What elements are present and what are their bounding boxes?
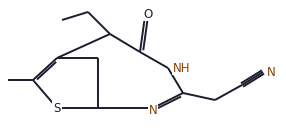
Text: NH: NH — [173, 61, 190, 75]
Text: O: O — [143, 7, 153, 21]
Text: N: N — [267, 66, 276, 78]
Text: S: S — [53, 101, 61, 115]
Text: N: N — [149, 104, 157, 118]
